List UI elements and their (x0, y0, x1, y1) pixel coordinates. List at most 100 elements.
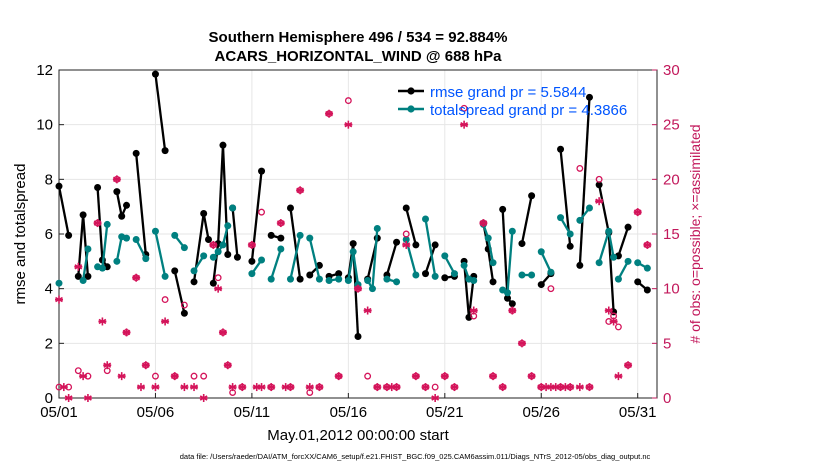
series-0-point (190, 278, 198, 286)
series-0-point (113, 188, 121, 196)
series-0-point (634, 278, 642, 286)
series-0-point (557, 145, 565, 153)
obs-assimilated-point (604, 306, 613, 315)
obs-assimilated-point (74, 262, 83, 271)
obs-assimilated-point (190, 383, 199, 392)
series-1-segment (154, 231, 167, 277)
series-1-point (518, 271, 526, 279)
legend-rmse-label: rmse grand pr = 5.5844 (430, 84, 586, 101)
series-0-segment (487, 248, 495, 283)
obs-assimilated-point (59, 383, 68, 392)
series-1-point (450, 270, 458, 278)
series-1-point (219, 241, 227, 249)
obs-possible-point (200, 372, 208, 380)
series-0-point (528, 192, 536, 200)
series-0-segment (231, 207, 239, 258)
series-0-point (504, 294, 511, 302)
chart-subtitle: ACARS_HORIZONTAL_WIND @ 688 hPa (215, 48, 503, 65)
series-0-point (402, 204, 410, 212)
series-0-point (566, 242, 574, 250)
y-tick-label-right: 5 (663, 335, 671, 352)
series-0-point (180, 309, 188, 317)
series-0-segment (385, 241, 398, 276)
obs-assimilated-point (286, 383, 295, 392)
series-1-segment (101, 224, 109, 269)
legend: rmse grand pr = 5.5844 totalspread grand… (398, 84, 627, 119)
series-1-point (614, 275, 622, 283)
obs-assimilated-point (93, 219, 102, 228)
series-0-point (518, 240, 526, 248)
series-1-segment (135, 238, 147, 260)
obs-assimilated-point (122, 328, 131, 337)
series-1-point (504, 289, 511, 297)
obs-assimilated-point (440, 372, 449, 381)
series-1-point (171, 231, 179, 239)
y-tick-label-right: 10 (663, 281, 680, 298)
series-1-point (267, 275, 275, 283)
series-1-segment (487, 237, 495, 263)
y-axis-label-left: rmse and totalspread (12, 164, 29, 305)
footer-filepath: data file: /Users/raeder/DAI/ATM_forcXX/… (180, 452, 651, 461)
series-1-point (470, 276, 478, 284)
series-0-point (354, 333, 362, 340)
y-axis-label-right: # of obs: o=possible; ×=assimilated (687, 124, 703, 343)
obs-possible-point (547, 285, 555, 293)
series-1-point (79, 276, 87, 284)
series-0-point (595, 181, 603, 189)
obs-possible-point (180, 301, 188, 309)
series-0-segment (81, 214, 90, 277)
series-1-segment (308, 237, 321, 280)
series-1-point (422, 215, 430, 223)
obs-possible-point (161, 296, 169, 304)
obs-assimilated-point (55, 295, 63, 304)
series-0-point (161, 147, 169, 155)
series-0-point (123, 201, 131, 209)
obs-assimilated-point (199, 394, 208, 402)
series-1-point (566, 230, 574, 238)
series-1-point (123, 234, 131, 242)
series-1-point (368, 285, 376, 293)
obs-assimilated-point (421, 383, 430, 392)
series-0-segment (221, 145, 229, 255)
series-0-point (431, 241, 439, 249)
y-tick-label-left: 6 (45, 226, 53, 243)
series-0-point (74, 272, 82, 280)
obs-assimilated-point (170, 372, 179, 381)
obs-assimilated-point (450, 383, 459, 392)
legend-spread-marker (407, 105, 415, 113)
obs-layer (55, 97, 652, 402)
series-1-point (634, 259, 642, 267)
series-0-point (65, 231, 73, 239)
obs-assimilated-point (498, 383, 507, 392)
series-0-point (151, 70, 159, 78)
obs-assimilated-point (223, 361, 232, 370)
obs-possible-point (190, 372, 198, 380)
obs-assimilated-point (141, 361, 150, 370)
series-0-point (219, 141, 227, 149)
series-0-point (422, 270, 430, 278)
obs-assimilated-point (267, 383, 276, 392)
obs-assimilated-point (344, 120, 353, 129)
series-1-segment (540, 251, 552, 273)
obs-assimilated-point (151, 383, 160, 392)
series-0-segment (57, 185, 70, 236)
y-tick-label-left: 12 (36, 62, 53, 79)
x-axis-label: May.01,2012 00:00:00 start (267, 427, 449, 444)
obs-possible-point (344, 97, 352, 105)
series-0-point (200, 210, 208, 217)
series-1-point (537, 248, 545, 256)
series-0-point (349, 240, 357, 248)
series-1-segment (598, 230, 610, 264)
series-1-point (315, 275, 323, 283)
series-0-point (94, 184, 102, 192)
series-1-point (84, 245, 92, 253)
series-0-point (489, 278, 497, 286)
obs-assimilated-point (431, 394, 440, 402)
series-1-point (489, 259, 497, 267)
obs-assimilated-point (79, 372, 88, 381)
chart-title: Southern Hemisphere 496 / 534 = 92.884% (209, 29, 508, 46)
series-1-point (344, 276, 352, 284)
y-axis-left: 0 2 4 6 8 10 12 (36, 62, 64, 407)
obs-assimilated-point (103, 361, 112, 370)
series-0-segment (607, 232, 615, 312)
